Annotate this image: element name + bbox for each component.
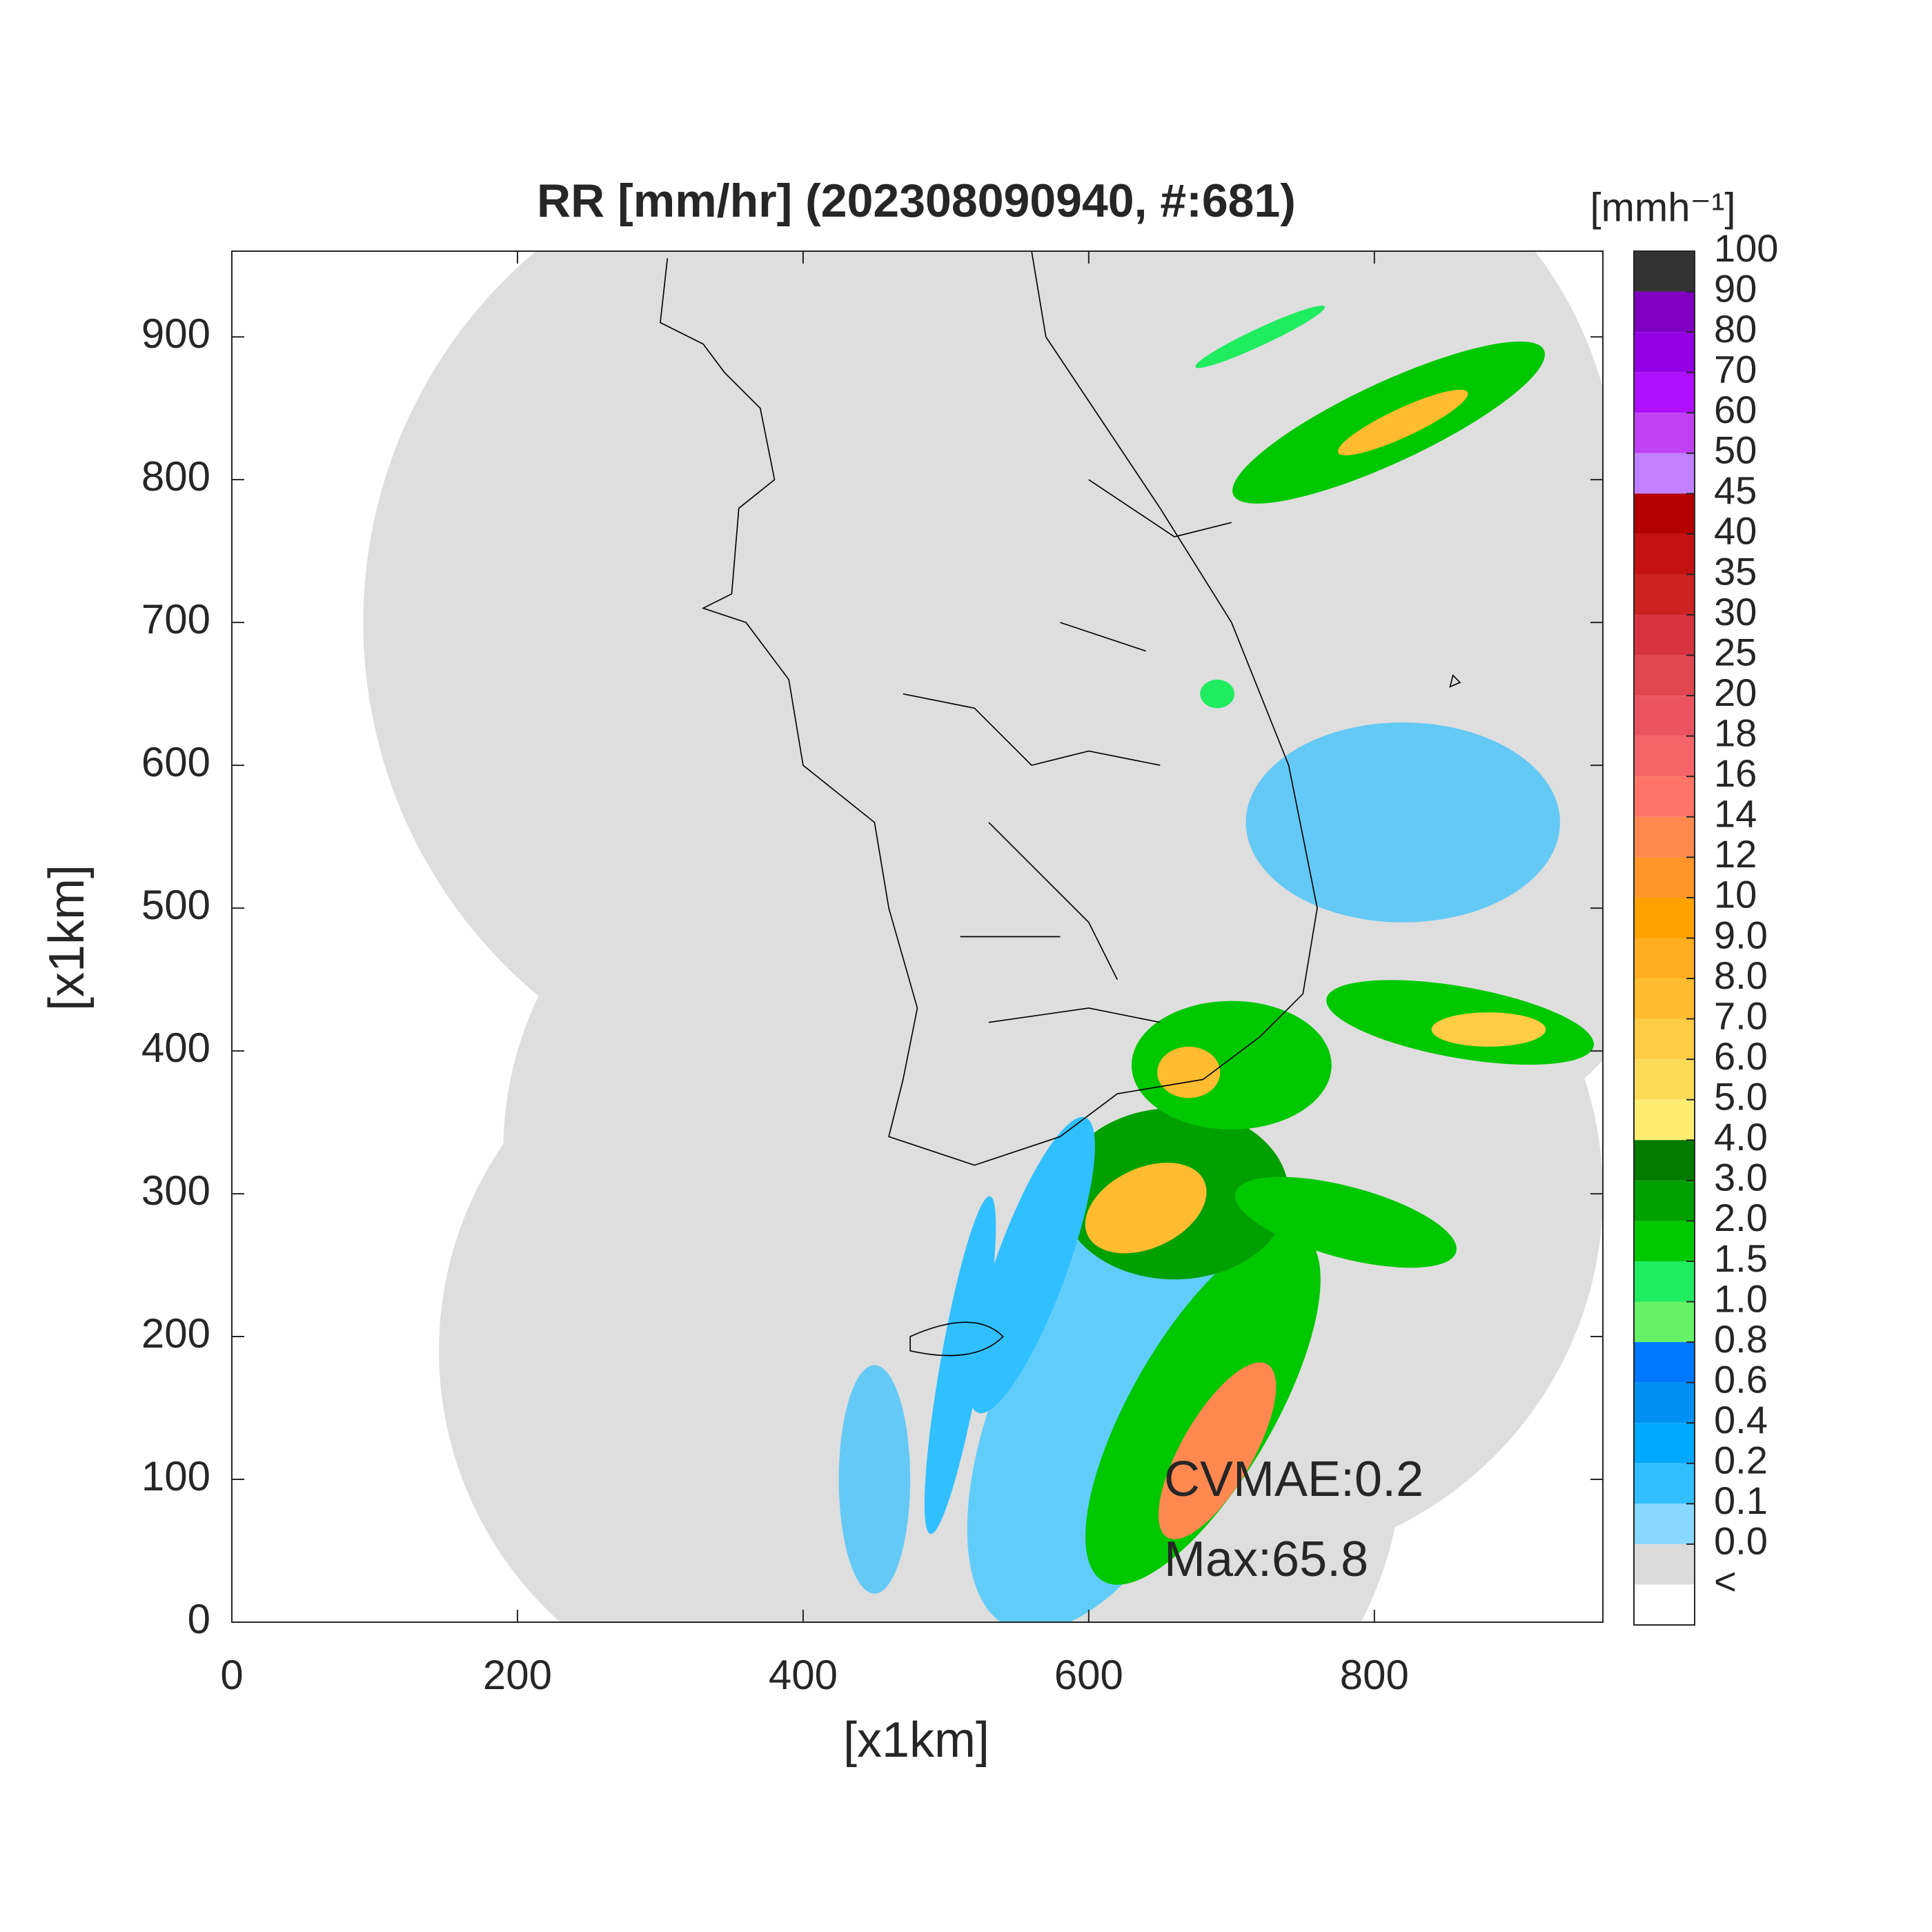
- colorbar-box: [1634, 1544, 1695, 1585]
- x-tick-label: 600: [1054, 1652, 1123, 1698]
- colorbar-tick-label: 18: [1714, 711, 1757, 755]
- colorbar-box: [1634, 332, 1695, 373]
- annotation: CVMAE:0.2: [1164, 1452, 1423, 1507]
- colorbar-tick-label: 80: [1714, 307, 1757, 351]
- colorbar-tick-label: 16: [1714, 751, 1757, 795]
- colorbar-box: [1634, 493, 1695, 534]
- colorbar-box: [1634, 1018, 1695, 1060]
- colorbar-box: [1634, 696, 1695, 736]
- axes-frame: [231, 250, 1604, 1623]
- y-tick-label: 100: [141, 1453, 210, 1499]
- colorbar-box: [1634, 1463, 1695, 1504]
- chart-title: RR [mm/hr] (202308090940, #:681): [537, 175, 1296, 227]
- colorbar-box: [1634, 736, 1695, 777]
- y-tick-label: 700: [141, 596, 210, 642]
- x-tick-label: 400: [769, 1652, 838, 1698]
- colorbar-box: [1634, 413, 1695, 453]
- colorbar-tick-label: 90: [1714, 266, 1757, 310]
- colorbar-tick-label: 70: [1714, 347, 1757, 391]
- colorbar-tick-label: 0.6: [1714, 1357, 1768, 1401]
- x-axis-label: [x1km]: [843, 1713, 989, 1768]
- colorbar-box: [1634, 1140, 1695, 1181]
- x-tick-label: 800: [1340, 1652, 1409, 1698]
- colorbar-box: [1634, 291, 1695, 333]
- colorbar-box: [1634, 655, 1695, 696]
- x-tick-label: 200: [483, 1652, 552, 1698]
- colorbar-tick-label: 5.0: [1714, 1075, 1768, 1118]
- colorbar-tick-label: 25: [1714, 630, 1757, 673]
- colorbar-tick-label: 0.1: [1714, 1479, 1768, 1522]
- colorbar-box: [1634, 251, 1695, 292]
- colorbar-tick-label: 10: [1714, 873, 1757, 916]
- colorbar-tick-label: 12: [1714, 832, 1757, 876]
- coastline: [660, 251, 1461, 1357]
- colorbar-box: [1634, 1221, 1695, 1261]
- y-tick-label: 500: [141, 882, 210, 928]
- colorbar-box: [1634, 372, 1695, 413]
- colorbar-box: [1634, 857, 1695, 898]
- colorbar-box: [1634, 938, 1695, 979]
- colorbar-box: [1634, 816, 1695, 858]
- x-tick-label: 0: [220, 1652, 243, 1698]
- colorbar-label: [mmh⁻¹]: [1590, 185, 1735, 230]
- colorbar-box: [1634, 1059, 1695, 1100]
- colorbar-tick-label: 1.5: [1714, 1236, 1768, 1280]
- colorbar-tick-label: 2.0: [1714, 1196, 1768, 1239]
- colorbar-tick-label: 14: [1714, 792, 1757, 836]
- y-tick-label: 900: [141, 310, 210, 357]
- y-tick-label: 800: [141, 453, 210, 500]
- y-tick-label: 400: [141, 1025, 210, 1071]
- colorbar-box: [1634, 1342, 1695, 1383]
- colorbar-tick-label: 9.0: [1714, 913, 1768, 956]
- colorbar-tick-label: 4.0: [1714, 1115, 1768, 1159]
- map-layer: [363, 251, 1603, 1622]
- y-tick-label: 0: [188, 1596, 210, 1642]
- colorbar-box: [1634, 615, 1695, 656]
- colorbar-tick-label: 6.0: [1714, 1034, 1768, 1078]
- colorbar-tick-label: 20: [1714, 671, 1757, 714]
- colorbar-box: [1634, 978, 1695, 1019]
- colorbar-box: [1634, 1261, 1695, 1302]
- y-tick-label: 200: [141, 1310, 210, 1357]
- y-tick-label: 300: [141, 1167, 210, 1214]
- colorbar-box: [1634, 776, 1695, 817]
- colorbar-box: [1634, 1584, 1695, 1625]
- colorbar-box: [1634, 1180, 1695, 1221]
- colorbar-box: [1634, 1099, 1695, 1141]
- colorbar-box: [1634, 1301, 1695, 1343]
- colorbar-tick-label: 45: [1714, 469, 1757, 512]
- colorbar-tick-label: 35: [1714, 549, 1757, 593]
- colorbar-tick-label: 0.0: [1714, 1519, 1768, 1563]
- colorbar-box: [1634, 1423, 1695, 1463]
- colorbar-under-label: <: [1714, 1559, 1737, 1603]
- colorbar-tick-label: 8.0: [1714, 954, 1768, 997]
- colorbar-tick-label: 0.4: [1714, 1398, 1768, 1441]
- colorbar-box: [1634, 1504, 1695, 1544]
- colorbar-tick-label: 50: [1714, 428, 1757, 472]
- colorbar-box: [1634, 897, 1695, 938]
- colorbar-tick-label: 3.0: [1714, 1156, 1768, 1199]
- colorbar-tick-label: 100: [1714, 226, 1778, 270]
- y-axis-label: [x1km]: [39, 865, 95, 1011]
- colorbar-tick-label: 7.0: [1714, 994, 1768, 1037]
- colorbar-tick-label: 0.2: [1714, 1439, 1768, 1482]
- colorbar-tick-label: 0.8: [1714, 1317, 1768, 1361]
- y-tick-label: 600: [141, 739, 210, 785]
- annotation: Max:65.8: [1164, 1532, 1368, 1587]
- colorbar-tick-label: 30: [1714, 590, 1757, 633]
- colorbar-tick-label: 40: [1714, 509, 1757, 553]
- colorbar-box: [1634, 453, 1695, 494]
- colorbar-tick-label: 60: [1714, 388, 1757, 431]
- colorbar-box: [1634, 574, 1695, 615]
- colorbar-box: [1634, 533, 1695, 575]
- colorbar-tick-label: 1.0: [1714, 1276, 1768, 1320]
- colorbar-box: [1634, 1382, 1695, 1423]
